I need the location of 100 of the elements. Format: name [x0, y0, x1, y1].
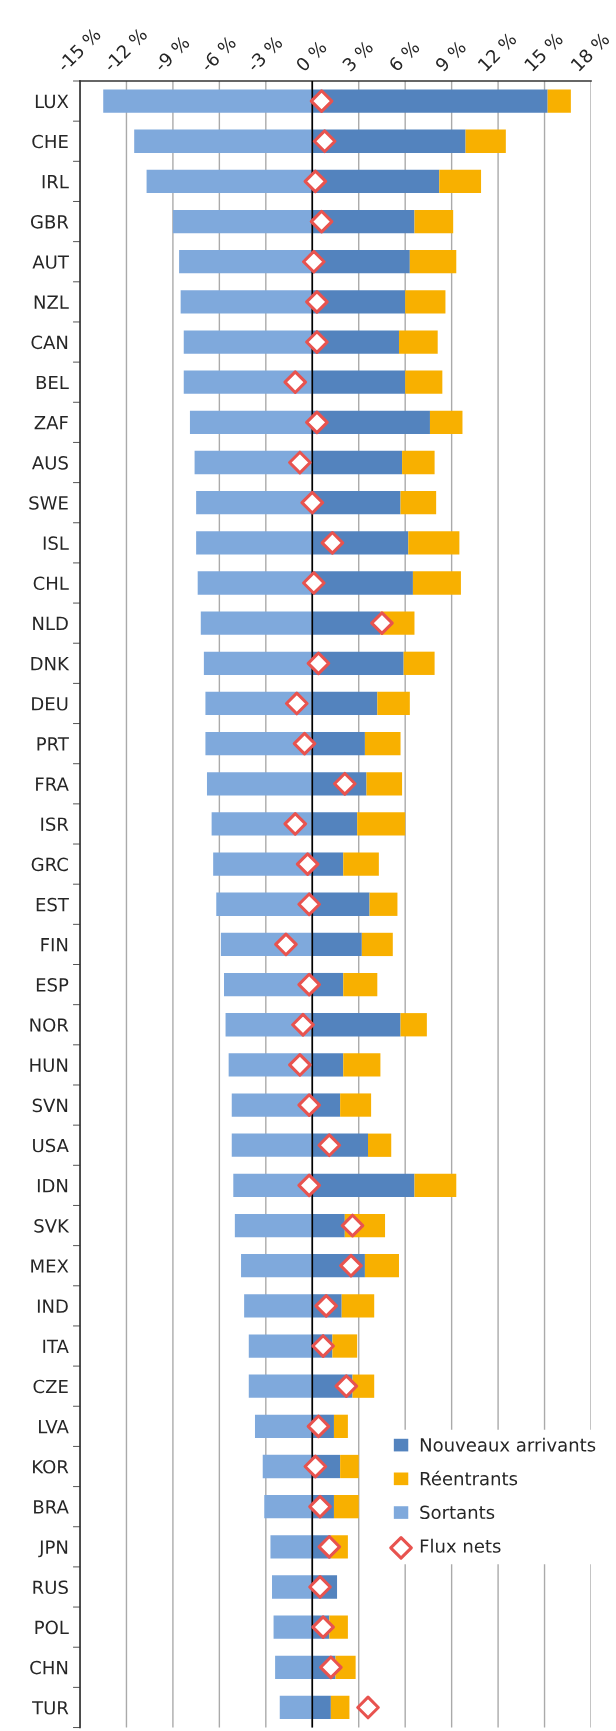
point	[356, 1695, 380, 1720]
y-tick-label: GBR	[30, 215, 69, 229]
bar	[312, 250, 410, 274]
x-tick-label: -12 %	[102, 26, 148, 73]
point	[301, 249, 326, 274]
x-tick-label: 3 %	[341, 39, 374, 72]
bar	[270, 1535, 313, 1559]
bar	[312, 450, 403, 475]
bar	[312, 1053, 344, 1077]
bar	[361, 932, 393, 957]
y-tick-label: ISL	[43, 536, 69, 550]
bar	[196, 531, 313, 555]
point	[305, 290, 329, 314]
bar	[403, 651, 435, 675]
point	[303, 1454, 328, 1479]
y-tick-label: CHN	[30, 1660, 68, 1675]
bar	[312, 932, 362, 957]
bar	[465, 129, 506, 153]
bar	[134, 129, 313, 153]
bar	[400, 1013, 427, 1037]
bar	[398, 330, 438, 354]
y-tick-label: SVK	[34, 1219, 70, 1233]
bar	[254, 1414, 313, 1438]
point	[334, 1374, 359, 1399]
bar	[412, 571, 461, 595]
bar	[402, 450, 435, 475]
bar	[180, 290, 313, 314]
bar	[312, 370, 406, 394]
bar	[405, 370, 443, 394]
bar	[312, 852, 344, 876]
bar	[262, 1454, 313, 1479]
point	[284, 691, 309, 716]
bar	[312, 491, 401, 515]
y-tick-label: NZL	[34, 295, 69, 309]
y-tick-label: DEU	[32, 697, 68, 711]
point	[306, 1414, 331, 1439]
bar	[341, 1294, 375, 1318]
y-tick-label: USA	[33, 1138, 69, 1153]
y-tick-label: AUT	[32, 255, 69, 269]
bar	[312, 410, 430, 434]
legend-label: Flux nets	[420, 1538, 501, 1553]
y-tick-label: LVA	[39, 1420, 69, 1434]
bar	[197, 571, 313, 595]
y-tick-label: ZAF	[34, 416, 68, 430]
bar	[414, 1173, 457, 1198]
point	[291, 1012, 315, 1037]
bar	[264, 1495, 313, 1519]
y-tick-label: PRT	[37, 737, 69, 751]
bar	[206, 772, 313, 796]
point	[309, 89, 334, 113]
y-tick-label: FRA	[36, 777, 69, 791]
y-tick-label: NOR	[30, 1018, 69, 1032]
bar	[183, 330, 313, 354]
bar	[312, 611, 381, 635]
x-tick-label: 15 %	[523, 31, 564, 72]
bar	[439, 169, 482, 194]
point	[312, 129, 337, 154]
x-tick-label: 12 %	[477, 31, 518, 72]
bar	[312, 89, 548, 113]
y-tick-label: POL	[35, 1620, 69, 1635]
y-tick-label: RUS	[33, 1580, 68, 1595]
y-tick-label: ESP	[36, 978, 69, 992]
bar	[248, 1374, 313, 1398]
bar	[234, 1213, 313, 1238]
point	[297, 1093, 322, 1117]
y-tick-label: HUN	[30, 1058, 68, 1073]
y-tick-label: SWE	[29, 496, 68, 510]
bar	[343, 972, 378, 997]
bar	[241, 1254, 313, 1278]
bar	[275, 1655, 313, 1679]
y-tick-label: KOR	[33, 1459, 69, 1474]
point	[317, 1133, 342, 1158]
bar	[200, 611, 313, 635]
bar	[312, 812, 358, 836]
point	[306, 651, 331, 676]
bar	[231, 1133, 313, 1157]
point	[297, 1173, 322, 1198]
bar	[330, 1695, 350, 1720]
bar	[196, 491, 313, 515]
bar	[414, 209, 454, 234]
bar	[312, 571, 413, 595]
y-tick-label: CAN	[31, 335, 68, 350]
y-tick-label: ISR	[41, 817, 69, 832]
bar	[244, 1294, 313, 1318]
bar	[172, 209, 313, 234]
point	[309, 209, 334, 234]
point	[288, 1053, 312, 1077]
bar	[312, 691, 378, 716]
bar	[312, 892, 370, 916]
bar	[279, 1695, 313, 1720]
bar	[312, 129, 466, 153]
point	[300, 490, 325, 515]
bar	[364, 1254, 399, 1278]
point	[311, 1615, 335, 1639]
point	[370, 611, 394, 635]
x-tick-label: -9 %	[153, 35, 191, 73]
point	[283, 370, 308, 395]
point	[320, 531, 345, 555]
y-tick-label: ITA	[43, 1339, 69, 1353]
y-tick-label: CZE	[33, 1379, 68, 1394]
